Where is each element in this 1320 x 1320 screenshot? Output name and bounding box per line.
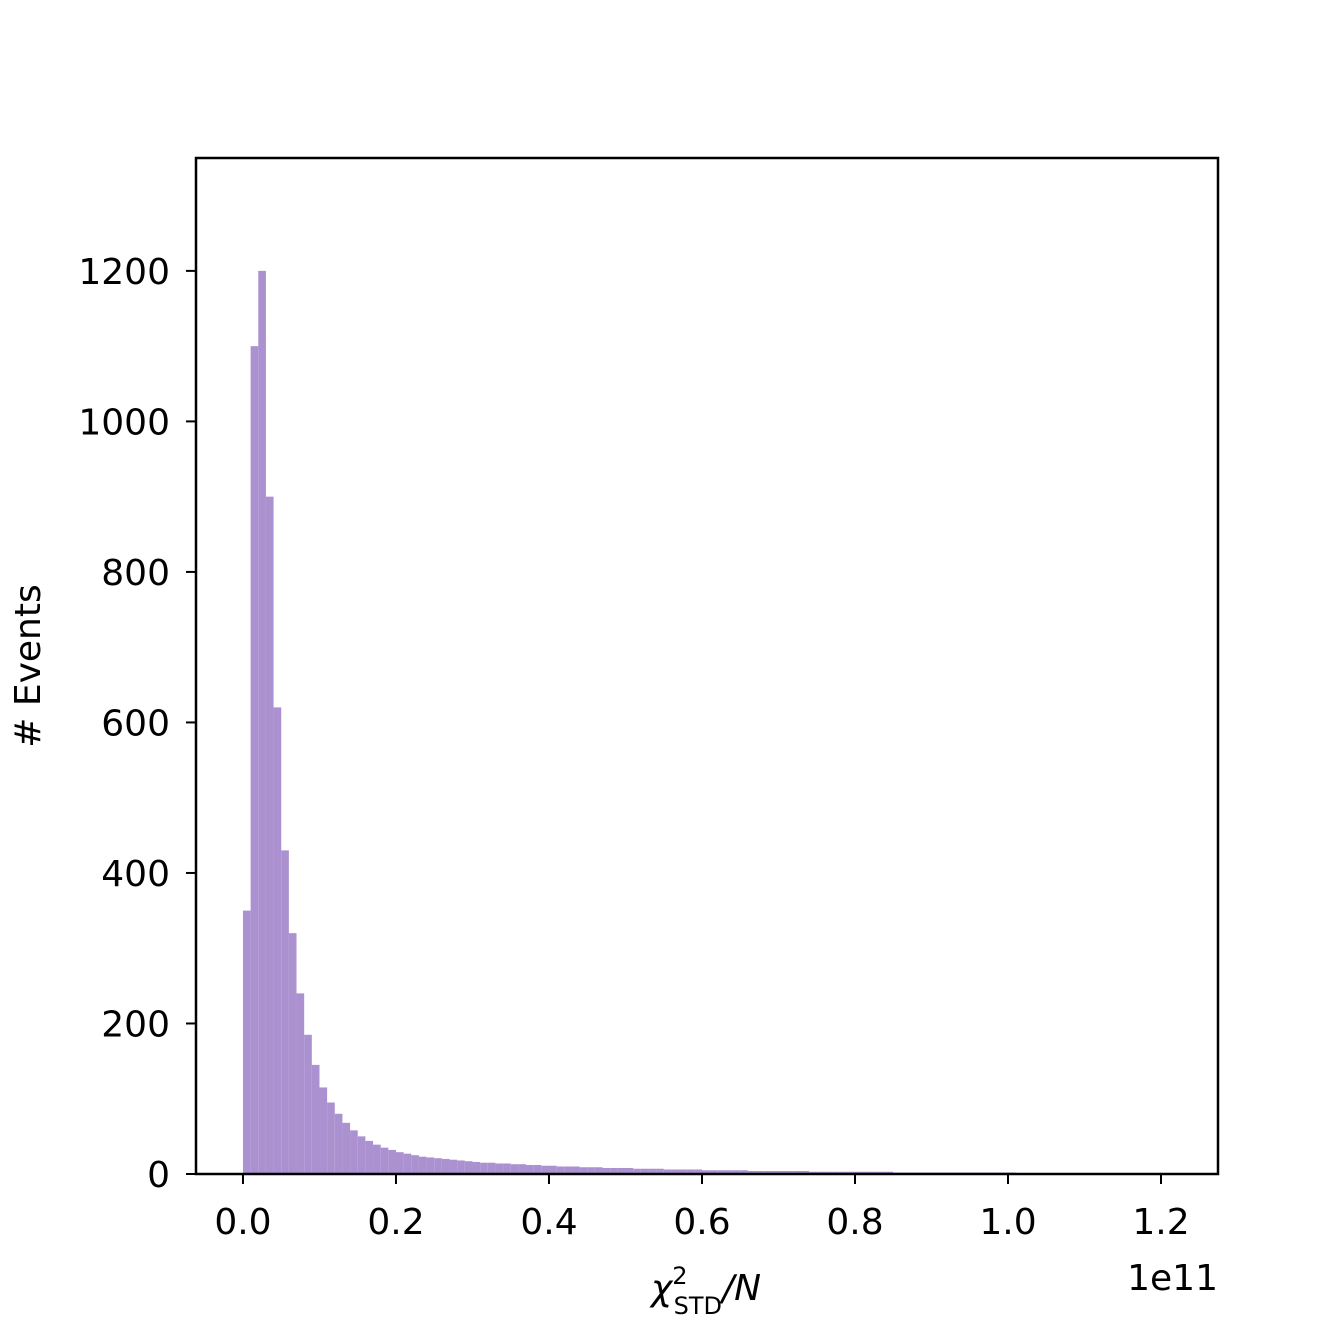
bar [418, 1156, 427, 1174]
bar [311, 1064, 320, 1174]
x-tick-label: 0.4 [520, 1202, 577, 1243]
bar [510, 1164, 519, 1174]
bar [487, 1162, 496, 1174]
bar [679, 1169, 687, 1174]
bar [395, 1152, 404, 1174]
bar [571, 1166, 580, 1174]
bar [556, 1166, 565, 1174]
bar [770, 1170, 779, 1174]
x-tick-label: 0.2 [367, 1202, 424, 1243]
bar [472, 1161, 481, 1174]
bar [250, 346, 259, 1174]
bar [296, 993, 305, 1174]
bar [518, 1164, 527, 1174]
bar [342, 1122, 351, 1174]
bar [357, 1136, 366, 1174]
bar [388, 1149, 396, 1174]
x-label-base: χ [649, 1268, 674, 1309]
bar [778, 1170, 787, 1174]
bar [786, 1170, 794, 1174]
bar [717, 1170, 725, 1174]
x-label-sub: STD [674, 1292, 722, 1320]
y-tick-label: 1000 [78, 402, 170, 443]
bar [793, 1170, 802, 1174]
bar [709, 1170, 718, 1174]
bar [587, 1167, 595, 1174]
bar [671, 1169, 680, 1174]
bar [548, 1165, 557, 1174]
x-tick-label: 1.0 [979, 1202, 1036, 1243]
x-tick-label: 1.2 [1132, 1202, 1189, 1243]
bar [373, 1144, 381, 1174]
bar [617, 1167, 626, 1174]
bar [411, 1155, 419, 1174]
bar [434, 1158, 442, 1174]
bar [441, 1158, 450, 1174]
bar [327, 1102, 335, 1174]
bar [640, 1168, 649, 1174]
bar [602, 1167, 611, 1174]
bar [350, 1130, 358, 1174]
bar [449, 1159, 458, 1174]
bar [495, 1163, 504, 1174]
bar [526, 1164, 534, 1174]
bar [334, 1113, 343, 1174]
bar [625, 1167, 634, 1174]
y-tick-label: 200 [101, 1004, 170, 1045]
y-tick-label: 1200 [78, 252, 170, 293]
bar [656, 1168, 664, 1174]
bar [694, 1169, 702, 1174]
bar [755, 1170, 764, 1174]
bar [564, 1166, 572, 1174]
bar [724, 1170, 733, 1174]
x-offset-label: 1e11 [1127, 1258, 1218, 1299]
bar [265, 496, 274, 1175]
bar [288, 933, 297, 1174]
bar [480, 1162, 488, 1174]
bar [464, 1161, 473, 1174]
bar [258, 270, 266, 1174]
bar [801, 1170, 810, 1174]
bar [763, 1170, 771, 1174]
bar [610, 1167, 618, 1174]
y-axis-label: # Events [8, 584, 49, 748]
x-tick-label: 0.0 [214, 1202, 271, 1243]
bar [648, 1168, 657, 1174]
bar [594, 1167, 603, 1174]
x-tick-label: 0.8 [826, 1202, 883, 1243]
bar [533, 1164, 542, 1174]
bar [732, 1170, 741, 1174]
bar [380, 1147, 389, 1174]
bar [579, 1167, 588, 1174]
y-tick-label: 400 [101, 854, 170, 895]
x-tick-label: 0.6 [673, 1202, 730, 1243]
x-label-rest: /N [719, 1268, 761, 1309]
bar [403, 1153, 412, 1174]
bar [747, 1170, 756, 1174]
bar [242, 910, 251, 1174]
bar [740, 1170, 748, 1174]
y-tick-label: 0 [147, 1155, 170, 1196]
bar [457, 1160, 465, 1174]
bar [319, 1087, 328, 1174]
bar [686, 1169, 695, 1174]
y-tick-label: 600 [101, 703, 170, 744]
bar [304, 1034, 312, 1174]
y-tick-label: 800 [101, 553, 170, 594]
plot-frame [194, 156, 1220, 1176]
bar [426, 1157, 435, 1174]
bar [273, 707, 282, 1174]
bar [281, 850, 289, 1174]
bar [663, 1169, 672, 1174]
bar [633, 1168, 641, 1174]
bar [503, 1163, 511, 1174]
x-axis-label: χ2 STD/N [649, 1262, 761, 1320]
bar [701, 1170, 710, 1174]
bar [365, 1140, 374, 1174]
x-label-sup: 2 [672, 1262, 687, 1290]
bar [541, 1165, 549, 1174]
